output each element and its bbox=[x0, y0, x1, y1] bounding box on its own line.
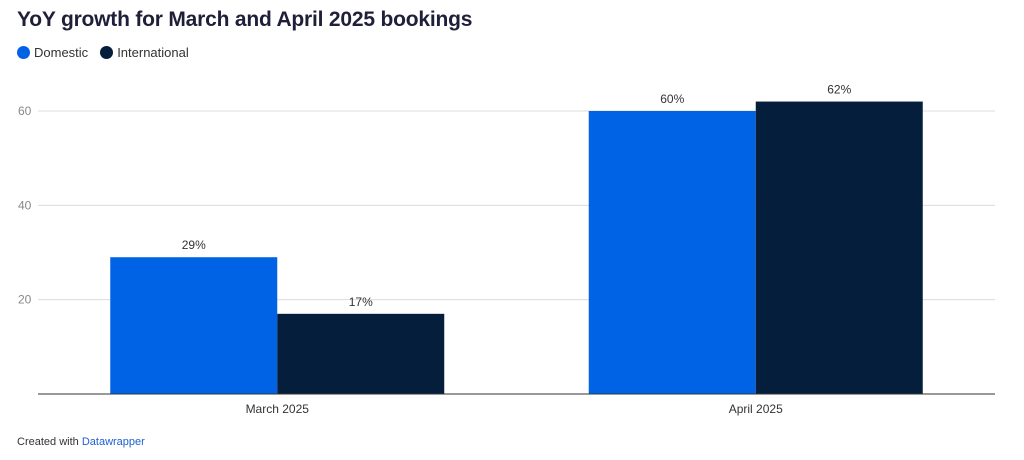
datawrapper-link[interactable]: Datawrapper bbox=[81, 436, 145, 448]
data-label-domestic-0: 29% bbox=[182, 238, 206, 252]
bar-international-0 bbox=[277, 313, 445, 394]
legend-label-international: International bbox=[117, 45, 189, 60]
data-label-domestic-1: 60% bbox=[660, 92, 684, 106]
data-label-international-1: 62% bbox=[827, 83, 851, 97]
legend-label-domestic: Domestic bbox=[34, 45, 89, 60]
x-tick-label-1: April 2025 bbox=[729, 402, 783, 416]
legend-swatch-domestic bbox=[17, 46, 30, 59]
footer: Created with Datawrapper bbox=[17, 436, 145, 448]
legend-item-domestic: Domestic bbox=[17, 45, 88, 60]
footer-prefix: Created with bbox=[17, 436, 79, 448]
y-tick-label-60: 60 bbox=[18, 104, 32, 118]
legend-swatch-international bbox=[100, 46, 114, 59]
x-tick-label-0: March 2025 bbox=[246, 402, 310, 416]
y-tick-label-20: 20 bbox=[18, 293, 32, 307]
y-tick-label-40: 40 bbox=[18, 198, 32, 212]
data-label-international-0: 17% bbox=[349, 295, 373, 309]
legend: Domestic International bbox=[17, 45, 201, 60]
bar-domestic-0 bbox=[110, 257, 278, 394]
chart-title: YoY growth for March and April 2025 book… bbox=[17, 8, 473, 31]
legend-item-international: International bbox=[100, 45, 189, 60]
bar-domestic-1 bbox=[588, 111, 756, 394]
bar-international-1 bbox=[755, 101, 923, 395]
